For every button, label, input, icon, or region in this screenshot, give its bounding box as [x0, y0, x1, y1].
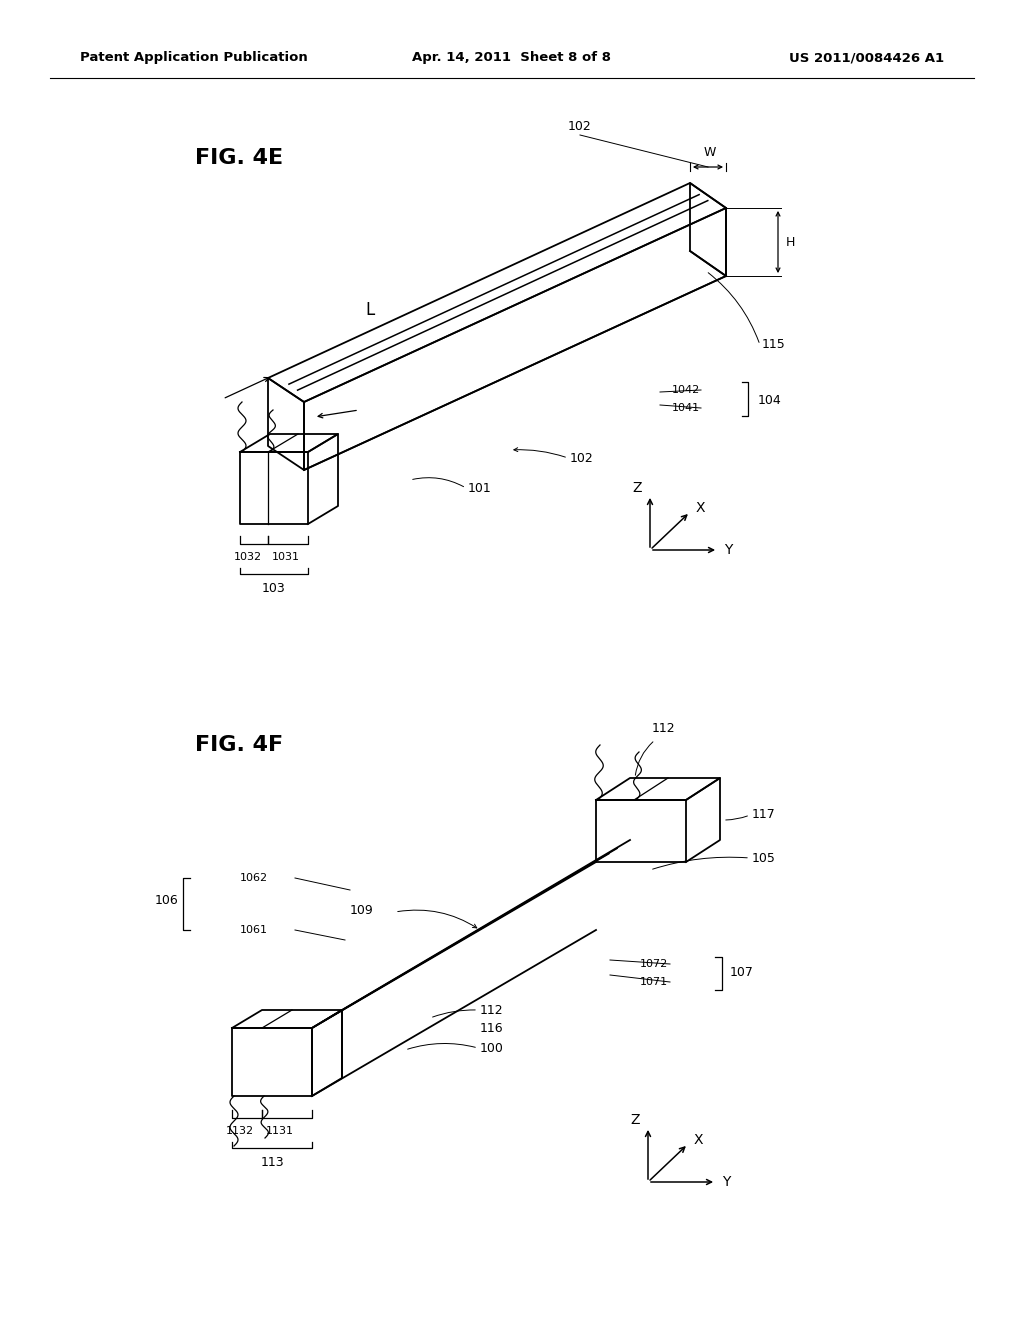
Text: 102: 102 — [568, 120, 592, 133]
Text: 100: 100 — [480, 1041, 504, 1055]
Text: 117: 117 — [752, 808, 776, 821]
Text: Apr. 14, 2011  Sheet 8 of 8: Apr. 14, 2011 Sheet 8 of 8 — [413, 51, 611, 65]
Text: 109: 109 — [350, 903, 374, 916]
Text: 1031: 1031 — [272, 552, 300, 562]
Text: Z: Z — [631, 1113, 640, 1127]
Text: W: W — [703, 147, 716, 158]
Text: Z: Z — [633, 480, 642, 495]
Text: Y: Y — [722, 1175, 730, 1189]
Text: 1032: 1032 — [233, 552, 262, 562]
Text: 1131: 1131 — [266, 1126, 294, 1137]
Text: 101: 101 — [468, 482, 492, 495]
Text: Patent Application Publication: Patent Application Publication — [80, 51, 308, 65]
Text: FIG. 4F: FIG. 4F — [195, 735, 283, 755]
Text: 1071: 1071 — [640, 977, 668, 987]
Text: 1042: 1042 — [672, 385, 700, 395]
Text: 1061: 1061 — [240, 925, 268, 935]
Text: 113: 113 — [260, 1156, 284, 1170]
Text: 1072: 1072 — [640, 960, 668, 969]
Text: 1132: 1132 — [226, 1126, 254, 1137]
Text: 116: 116 — [480, 1022, 504, 1035]
Text: 112: 112 — [652, 722, 676, 734]
Text: 102: 102 — [570, 451, 594, 465]
Text: 1041: 1041 — [672, 403, 700, 413]
Text: X: X — [696, 502, 706, 515]
Text: H: H — [786, 235, 796, 248]
Text: 103: 103 — [262, 582, 286, 595]
Text: X: X — [694, 1133, 703, 1147]
Text: 106: 106 — [155, 894, 178, 907]
Text: 1062: 1062 — [240, 873, 268, 883]
Text: 115: 115 — [762, 338, 785, 351]
Text: 104: 104 — [758, 393, 781, 407]
Text: US 2011/0084426 A1: US 2011/0084426 A1 — [788, 51, 944, 65]
Text: Y: Y — [724, 543, 732, 557]
Text: 105: 105 — [752, 851, 776, 865]
Text: 107: 107 — [730, 965, 754, 978]
Text: 112: 112 — [480, 1003, 504, 1016]
Text: FIG. 4E: FIG. 4E — [195, 148, 283, 168]
Text: L: L — [366, 301, 375, 319]
